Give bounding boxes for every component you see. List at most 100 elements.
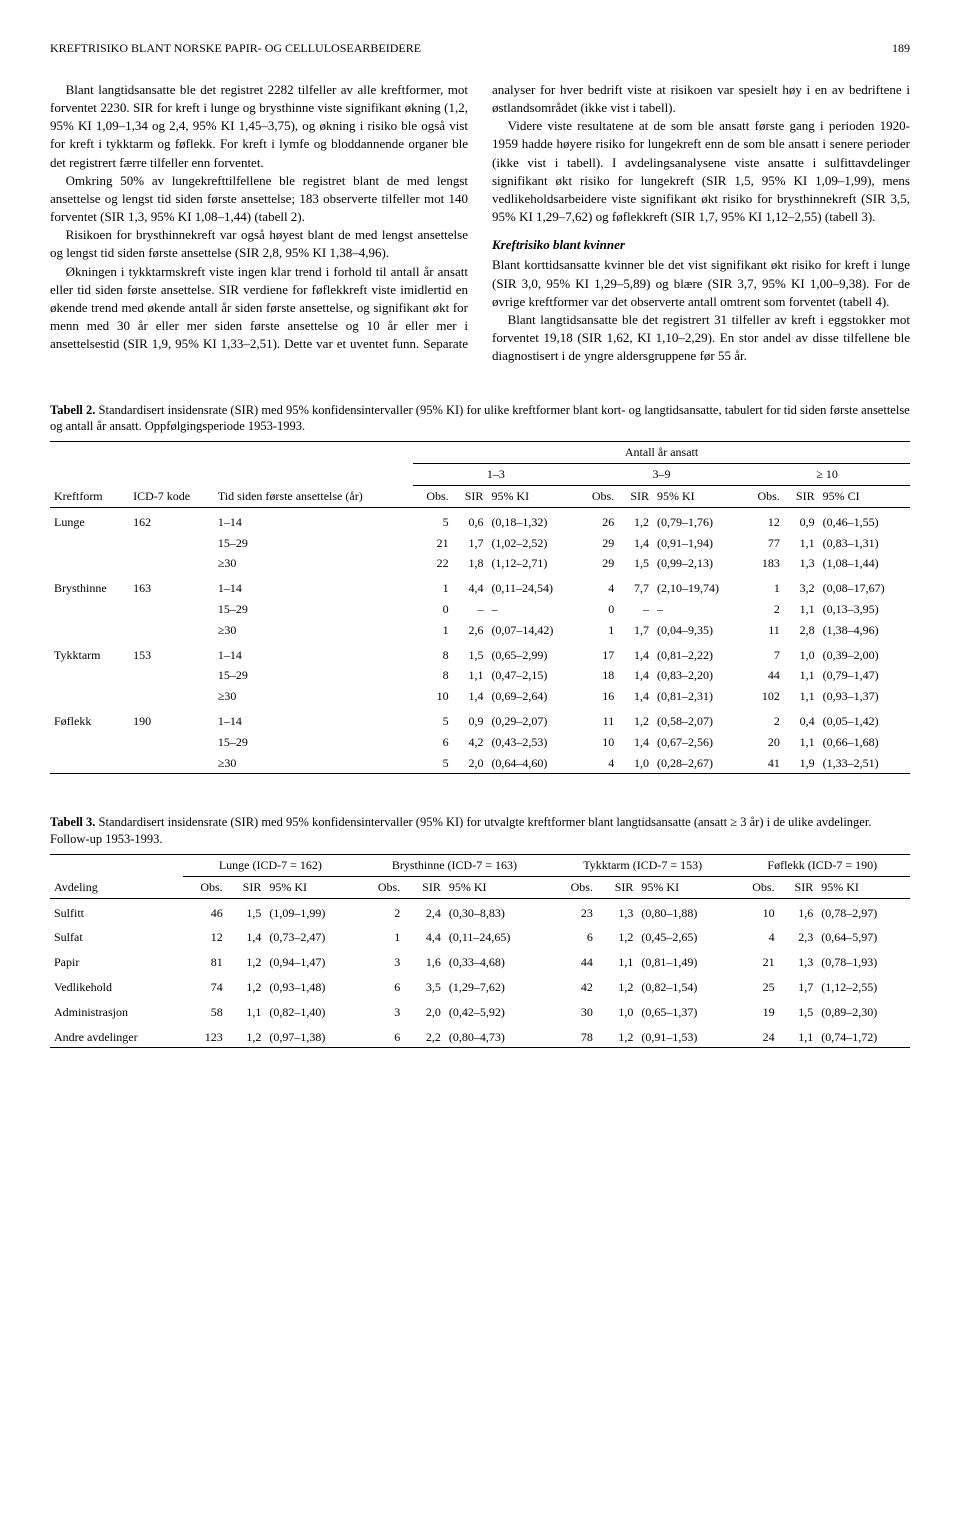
table-cell-sir: 1,6 <box>779 898 818 923</box>
table-cell-obs: 26 <box>579 507 619 532</box>
table-cell-obs: 123 <box>183 1023 227 1048</box>
table-cell-ci: (0,47–2,15) <box>487 665 578 686</box>
table-cell-sir: 1,0 <box>784 641 819 666</box>
table-cell-sir: 1,1 <box>784 686 819 707</box>
table-cell-obs: 44 <box>551 948 597 973</box>
table-cell-sir: 0,9 <box>453 707 488 732</box>
table-cell-obs: 6 <box>358 973 404 998</box>
table-cell-obs: 5 <box>413 707 453 732</box>
table-cell-sir: 3,5 <box>404 973 445 998</box>
table-cell-ci: (0,65–2,99) <box>487 641 578 666</box>
table-cell-ci: (0,80–4,73) <box>445 1023 551 1048</box>
table-cell-obs: 10 <box>413 686 453 707</box>
table-cell-band: ≥30 <box>214 686 413 707</box>
table2-caption: Tabell 2. Standardisert insidensrate (SI… <box>50 402 910 436</box>
table-cell-form: Føflekk <box>50 707 129 732</box>
table-cell-sir: 1,4 <box>618 533 653 554</box>
table-cell-ci: (0,83–1,31) <box>819 533 910 554</box>
table-cell-obs: 2 <box>744 599 784 620</box>
table2-sub-obs: Obs. <box>413 485 453 507</box>
subheading-kvinner: Kreftrisiko blant kvinner <box>492 236 910 254</box>
table-cell-obs: 6 <box>551 923 597 948</box>
table-cell-ci: (0,83–2,20) <box>653 665 744 686</box>
table-cell-form: Brysthinne <box>50 574 129 599</box>
table-cell-sir: 3,2 <box>784 574 819 599</box>
table-cell-sir: 1,2 <box>227 1023 266 1048</box>
table3-group-lunge: Lunge (ICD-7 = 162) <box>183 855 358 877</box>
table-cell-obs: 16 <box>579 686 619 707</box>
table-cell-obs: 41 <box>744 753 784 774</box>
table3-sub-obs: Obs. <box>551 876 597 898</box>
table-cell-band: 1–14 <box>214 507 413 532</box>
table-cell-band: 15–29 <box>214 665 413 686</box>
table3-sub-obs: Obs. <box>735 876 779 898</box>
table-cell-ci: (0,29–2,07) <box>487 707 578 732</box>
table-cell-ci: (0,07–14,42) <box>487 620 578 641</box>
table-cell-ci: (0,11–24,65) <box>445 923 551 948</box>
table-cell-obs: 11 <box>579 707 619 732</box>
table-cell-obs: 44 <box>744 665 784 686</box>
body-two-col: Blant langtidsansatte ble det registret … <box>50 81 910 366</box>
table-cell-sir: 1,2 <box>227 948 266 973</box>
table-cell-obs: 2 <box>744 707 784 732</box>
table3-sub-sir: SIR <box>779 876 818 898</box>
body-paragraph: Risikoen for brysthinnekreft var også hø… <box>50 226 468 262</box>
table-cell-sir: 1,5 <box>453 641 488 666</box>
table3-sub-ki: 95% KI <box>445 876 551 898</box>
table-cell-ci: (0,30–8,83) <box>445 898 551 923</box>
table-cell-obs: 78 <box>551 1023 597 1048</box>
table-cell-ci: (1,12–2,71) <box>487 553 578 574</box>
table-cell-avd: Papir <box>50 948 183 973</box>
table-cell-ci: – <box>653 599 744 620</box>
table-cell-sir: 1,4 <box>618 641 653 666</box>
body-paragraph: Videre viste resultatene at de som ble a… <box>492 117 910 226</box>
table-cell-sir: 1,0 <box>597 998 638 1023</box>
table-cell-sir: 1,1 <box>784 599 819 620</box>
table-cell-obs: 1 <box>358 923 404 948</box>
table-cell-sir: 1,9 <box>784 753 819 774</box>
table3-caption: Tabell 3. Standardisert insidensrate (SI… <box>50 814 910 848</box>
table-cell-ci: (0,18–1,32) <box>487 507 578 532</box>
table3-sub-ki: 95% KI <box>265 876 358 898</box>
table-cell-obs: 5 <box>413 753 453 774</box>
table2-group-1-3: 1–3 <box>413 464 579 486</box>
table2-sub-sir: SIR <box>453 485 488 507</box>
table-cell-ci: (1,09–1,99) <box>265 898 358 923</box>
table-cell-sir: 1,1 <box>784 533 819 554</box>
table-cell-sir: 1,2 <box>227 973 266 998</box>
table-cell-obs: 5 <box>413 507 453 532</box>
table-cell-sir: 1,3 <box>779 948 818 973</box>
table-cell-obs: 8 <box>413 641 453 666</box>
table-cell-ci: (0,81–2,31) <box>653 686 744 707</box>
table-cell-ci: (0,81–2,22) <box>653 641 744 666</box>
table-cell-ci: (0,43–2,53) <box>487 732 578 753</box>
table-cell-ci: (0,11–24,54) <box>487 574 578 599</box>
table3-sub-ki: 95% KI <box>637 876 734 898</box>
table-cell-ci: (0,66–1,68) <box>819 732 910 753</box>
table2-sub-ki: 95% KI <box>653 485 744 507</box>
table-cell-sir: 1,6 <box>404 948 445 973</box>
table-cell-obs: 30 <box>551 998 597 1023</box>
body-paragraph: Omkring 50% av lungekrefttilfellene ble … <box>50 172 468 227</box>
table-cell-ci: (0,65–1,37) <box>637 998 734 1023</box>
table-cell-ci: (0,79–1,76) <box>653 507 744 532</box>
table-cell-obs: 17 <box>579 641 619 666</box>
table3-sub-sir: SIR <box>597 876 638 898</box>
table-cell-band: 15–29 <box>214 732 413 753</box>
table-cell-ci: (0,33–4,68) <box>445 948 551 973</box>
table-cell-sir: 1,5 <box>618 553 653 574</box>
table-cell-ci: (0,81–1,49) <box>637 948 734 973</box>
table-cell-icd: 162 <box>129 507 214 532</box>
table-cell-sir: – <box>618 599 653 620</box>
table2-sub-ki: 95% CI <box>819 485 910 507</box>
table-cell-ci: (0,74–1,72) <box>817 1023 910 1048</box>
table-cell-sir: 2,8 <box>784 620 819 641</box>
table-cell-sir: 2,0 <box>404 998 445 1023</box>
table-cell-form: Tykktarm <box>50 641 129 666</box>
table2-col-tid: Tid siden første ansettelse (år) <box>214 485 413 507</box>
table-cell-sir: 4,2 <box>453 732 488 753</box>
table3-group-bryst: Brysthinne (ICD-7 = 163) <box>358 855 551 877</box>
table-cell-ci: (0,93–1,48) <box>265 973 358 998</box>
table-cell-obs: 29 <box>579 533 619 554</box>
table-cell-ci: (0,08–17,67) <box>819 574 910 599</box>
